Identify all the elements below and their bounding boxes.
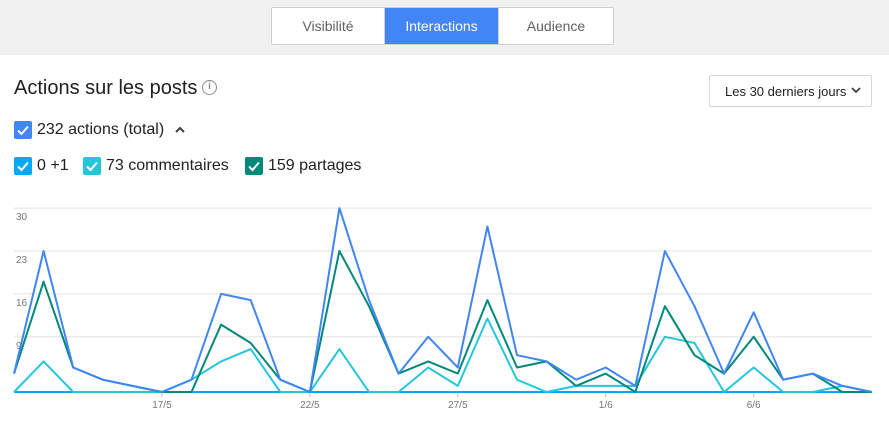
shares-label: 159 partages (268, 157, 362, 174)
top-bar: Visibilité Interactions Audience (0, 0, 889, 55)
total-checkbox[interactable] (14, 121, 32, 139)
x-tick-label: 1/6 (599, 400, 613, 411)
x-tick-label: 6/6 (747, 400, 761, 411)
series-line-commentaires (13, 317, 873, 393)
tab-visibilite[interactable]: Visibilité (272, 8, 385, 44)
x-tick-label: 22/5 (300, 400, 320, 411)
y-tick-label: 23 (16, 255, 28, 266)
tab-interactions[interactable]: Interactions (385, 8, 499, 44)
tab-bar: Visibilité Interactions Audience (271, 7, 614, 45)
plus-one-checkbox[interactable] (14, 157, 32, 175)
total-label: 232 actions (total) (37, 121, 165, 138)
check-icon (86, 161, 98, 172)
x-tick-label: 27/5 (448, 400, 468, 411)
range-select-value: Les 30 derniers jours (725, 84, 847, 99)
series-line-total (13, 207, 873, 393)
chevron-up-icon[interactable] (174, 125, 186, 135)
y-tick-label: 9 (16, 341, 22, 352)
series-line-partages (13, 250, 872, 393)
comments-label: 73 commentaires (106, 157, 229, 174)
check-icon (17, 125, 29, 136)
y-tick-label: 16 (16, 298, 28, 309)
x-tick-label: 17/5 (152, 400, 172, 411)
info-icon[interactable]: i (202, 80, 217, 95)
tab-audience[interactable]: Audience (526, 18, 586, 34)
range-select[interactable]: Les 30 derniers jours (709, 75, 872, 107)
interactions-line-chart: 30 23 16 9 17/5 22/5 27/5 1/6 6/6 (13, 207, 873, 411)
check-icon (248, 161, 260, 172)
section-title: Actions sur les posts (14, 77, 198, 99)
y-tick-label: 30 (16, 212, 28, 223)
plus-one-label: 0 +1 (37, 157, 69, 174)
chevron-down-icon (851, 87, 861, 94)
shares-checkbox[interactable] (245, 157, 263, 175)
check-icon (17, 161, 29, 172)
comments-checkbox[interactable] (83, 157, 101, 175)
